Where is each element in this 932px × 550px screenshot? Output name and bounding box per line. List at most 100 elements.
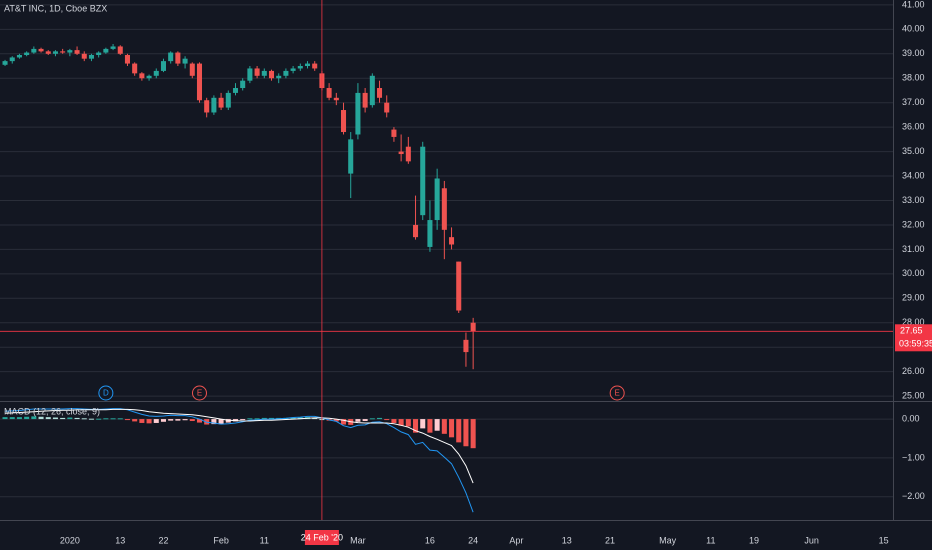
histogram-bar xyxy=(110,418,116,420)
candle-body xyxy=(326,88,332,98)
candle-body xyxy=(88,55,94,59)
candle-body xyxy=(45,51,51,54)
x-tick-label: 11 xyxy=(260,535,269,545)
candle-body xyxy=(232,88,239,93)
histogram-bar xyxy=(247,418,253,420)
histogram-bar xyxy=(175,419,181,421)
y-tick-label: 25.00 xyxy=(902,390,925,400)
candle-body xyxy=(160,61,166,71)
y-tick-label: 26.00 xyxy=(902,366,925,376)
candle-body xyxy=(304,63,311,67)
candle-body xyxy=(168,52,174,62)
event-label: E xyxy=(615,389,620,398)
x-tick-label: 13 xyxy=(562,535,572,545)
candle-body xyxy=(434,178,440,221)
candle-body xyxy=(456,261,462,311)
x-tick-label: Apr xyxy=(509,535,523,545)
histogram-bar xyxy=(16,417,22,420)
histogram-bar xyxy=(355,419,361,422)
candle-body xyxy=(74,50,80,54)
histogram-bar xyxy=(52,417,58,420)
histogram-bar xyxy=(45,417,51,420)
histogram-bar xyxy=(24,416,30,420)
histogram-bar xyxy=(333,419,339,422)
candle-body xyxy=(24,52,30,56)
histogram-bar xyxy=(124,419,130,421)
candle-body xyxy=(146,75,152,79)
histogram-bar xyxy=(377,417,383,420)
candle-body xyxy=(31,48,37,53)
histogram-bar xyxy=(449,419,455,438)
candle-body xyxy=(362,92,368,108)
candle-body xyxy=(204,100,210,113)
candle-body xyxy=(254,68,260,76)
histogram-bar xyxy=(340,419,347,425)
y-tick-label: 40.00 xyxy=(902,24,925,34)
x-tick-label: 13 xyxy=(115,535,125,545)
candle-body xyxy=(427,220,433,247)
candle-body xyxy=(139,73,145,79)
histogram-bar xyxy=(196,419,203,423)
histogram-bar xyxy=(405,419,411,427)
histogram-bar xyxy=(398,419,404,426)
candle-body xyxy=(377,88,383,98)
histogram-bar xyxy=(268,417,275,420)
macd-title: MACD (12, 26, close, 9) xyxy=(4,406,100,416)
x-tick-label: 16 xyxy=(425,535,435,545)
candle-body xyxy=(420,146,426,216)
candle-body xyxy=(218,97,224,108)
candle-body xyxy=(38,48,44,52)
candle-body xyxy=(413,224,419,238)
candle-body xyxy=(153,70,159,76)
x-tick-label: 2020 xyxy=(60,535,80,545)
candle-body xyxy=(225,92,231,108)
candle-body xyxy=(189,63,195,76)
x-tick-label: 22 xyxy=(158,535,168,545)
candle-body xyxy=(463,339,469,353)
event-marker xyxy=(191,385,207,401)
histogram-bar xyxy=(182,419,188,421)
y-tick-label: 38.00 xyxy=(902,73,925,83)
candle-body xyxy=(132,63,138,74)
signal-line xyxy=(4,408,474,484)
candle-body xyxy=(290,68,296,71)
histogram-bar xyxy=(146,419,152,424)
histogram-bar xyxy=(117,418,123,420)
candle-body xyxy=(405,146,411,162)
candle-body xyxy=(398,151,404,155)
histogram-bar xyxy=(427,419,433,433)
histogram-bar xyxy=(9,417,15,420)
x-tick-label: May xyxy=(659,535,677,545)
x-tick-label: Feb xyxy=(213,535,229,545)
histogram-bar xyxy=(168,419,174,421)
x-tick-label: 15 xyxy=(879,535,889,545)
candle-body xyxy=(196,63,203,101)
y-tick-label: 37.00 xyxy=(902,97,925,107)
y-tick-label: 41.00 xyxy=(902,0,925,9)
candle-body xyxy=(369,75,375,106)
last-price-box xyxy=(895,324,932,352)
candle-body xyxy=(384,102,390,113)
x-tick-label: 19 xyxy=(749,535,759,545)
histogram-bar xyxy=(369,418,375,420)
candle-body xyxy=(283,70,289,76)
x-tick-label: 24 xyxy=(468,535,478,545)
histogram-bar xyxy=(470,419,476,449)
candle-body xyxy=(52,51,58,54)
histogram-bar xyxy=(81,418,87,420)
histogram-bar xyxy=(189,419,195,422)
histogram-bar xyxy=(60,417,66,420)
candle-body xyxy=(2,61,8,65)
histogram-bar xyxy=(103,418,109,420)
histogram-bar xyxy=(31,416,37,420)
candle-body xyxy=(60,51,66,53)
histogram-bar xyxy=(413,419,419,433)
histogram-bar xyxy=(67,417,73,420)
histogram-bar xyxy=(96,418,102,420)
y-tick-label: 35.00 xyxy=(902,146,925,156)
countdown-label: 03:59:35 xyxy=(899,339,932,349)
